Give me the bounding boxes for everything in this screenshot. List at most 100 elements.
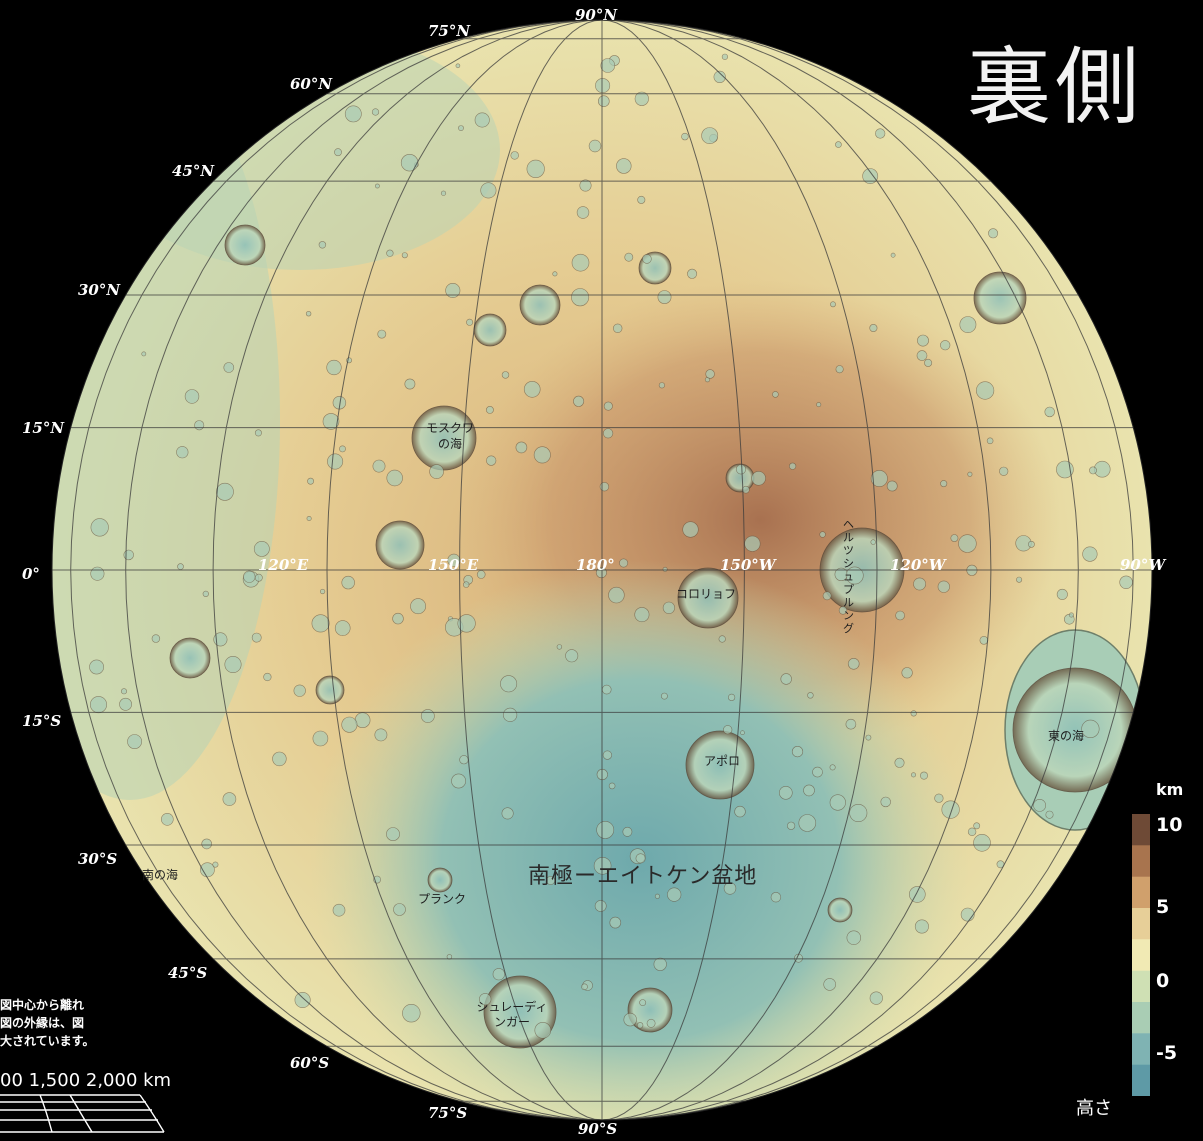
crater <box>979 635 989 645</box>
crater <box>485 405 494 414</box>
crater <box>593 856 612 875</box>
legend-tick-5: 5 <box>1156 896 1170 918</box>
crater <box>642 254 652 264</box>
crater <box>616 158 632 174</box>
crater <box>734 805 746 818</box>
crater <box>344 105 362 123</box>
crater <box>581 983 588 991</box>
crater <box>829 764 836 771</box>
crater <box>803 784 815 797</box>
crater <box>627 987 673 1033</box>
lat-label-30s: 30°S <box>78 850 118 868</box>
crater <box>334 620 351 636</box>
crater <box>657 290 672 304</box>
crater <box>293 684 306 697</box>
crater <box>682 521 699 538</box>
crater <box>552 271 558 277</box>
crater <box>215 482 234 501</box>
crater <box>90 518 109 537</box>
crater <box>440 190 447 196</box>
scale-note: 図中心から離れ 図の外縁は、図 大されています。 <box>0 996 94 1050</box>
crater <box>89 659 104 675</box>
legend-unit: km <box>1156 780 1184 799</box>
crater <box>571 253 590 272</box>
crater <box>622 826 633 837</box>
crater <box>1056 588 1068 600</box>
crater <box>687 268 698 279</box>
crater <box>224 224 266 266</box>
crater <box>1044 406 1055 418</box>
crater <box>294 991 311 1008</box>
lat-label-60s: 60°S <box>290 1054 330 1072</box>
crater <box>791 745 804 758</box>
crater <box>515 441 528 454</box>
crater <box>420 709 435 723</box>
crater <box>835 141 842 148</box>
crater <box>127 734 143 749</box>
crater <box>393 903 406 916</box>
crater <box>812 766 823 778</box>
crater <box>772 391 779 398</box>
crater <box>770 891 782 903</box>
crater <box>634 91 649 106</box>
crater <box>466 318 474 326</box>
crater <box>501 371 510 379</box>
crater <box>917 334 929 347</box>
lat-label-30n: 30°N <box>78 281 121 299</box>
scale-note-line: 図の外縁は、図 <box>0 1016 85 1030</box>
crater <box>386 249 394 257</box>
lat-label-60n: 60°N <box>290 75 333 93</box>
crater <box>751 470 766 486</box>
crater <box>392 612 404 625</box>
crater <box>924 358 933 367</box>
legend-color-bar <box>1132 814 1150 1096</box>
crater <box>662 566 668 572</box>
crater <box>501 807 514 820</box>
crater <box>312 730 329 747</box>
meridian-line <box>601 20 745 1120</box>
crater <box>243 570 256 583</box>
meridian-line <box>601 20 1134 1120</box>
lat-label-45s: 45°S <box>168 964 208 982</box>
crater <box>612 323 623 333</box>
lon-label-150w: 150°W <box>720 556 776 574</box>
crater <box>667 887 682 902</box>
crater <box>119 697 132 711</box>
crater <box>798 814 817 832</box>
crater <box>223 362 235 373</box>
crater <box>986 437 994 445</box>
crater <box>161 812 174 826</box>
crater <box>636 1022 644 1029</box>
crater <box>90 566 105 581</box>
crater <box>386 469 403 487</box>
crater <box>988 228 999 239</box>
crater <box>1028 540 1035 548</box>
lon-label-90w: 90°W <box>1120 556 1166 574</box>
crater <box>830 301 836 308</box>
crater <box>141 351 147 357</box>
crater <box>870 539 876 545</box>
crater <box>862 168 879 184</box>
crater <box>479 993 492 1006</box>
crater <box>151 634 161 643</box>
crater <box>500 675 518 693</box>
crater <box>594 900 607 912</box>
crater <box>597 95 610 107</box>
crater <box>306 515 312 521</box>
crater <box>411 405 477 471</box>
crater <box>318 241 327 249</box>
meridian-line <box>601 20 992 1120</box>
crater <box>222 792 237 806</box>
legend-tick-0: 0 <box>1156 970 1170 992</box>
crater <box>1068 612 1074 618</box>
crater <box>654 893 660 899</box>
crater <box>721 53 729 60</box>
crater <box>410 598 426 615</box>
crater <box>958 534 977 553</box>
meridian-line <box>459 20 603 1120</box>
label-mare-orientale: 東の海 <box>1048 729 1085 743</box>
legend-color-step <box>1132 908 1150 940</box>
crater <box>201 838 212 850</box>
crater <box>451 773 466 789</box>
crater <box>973 271 1027 325</box>
